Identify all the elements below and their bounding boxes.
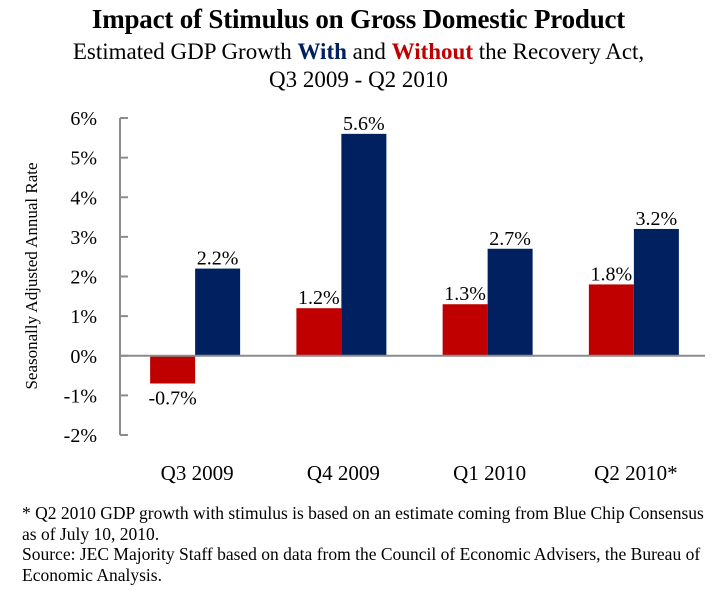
bar-without-stimulus	[588, 284, 634, 356]
bar-without-stimulus	[442, 304, 488, 356]
x-category-label: Q3 2009	[161, 461, 234, 485]
bar-with-stimulus	[195, 268, 241, 356]
x-category-label: Q1 2010	[453, 461, 526, 485]
data-label: 2.7%	[489, 228, 531, 250]
y-axis-title: Seasonally Adjusted Annual Rate	[22, 162, 41, 389]
y-tick-label: 5%	[70, 148, 97, 170]
y-tick-label: 0%	[70, 346, 97, 368]
footnote: * Q2 2010 GDP growth with stimulus is ba…	[22, 503, 704, 544]
subtitle-text: Estimated GDP Growth	[72, 39, 298, 64]
subtitle-text: and	[346, 39, 392, 64]
bar-with-stimulus	[487, 248, 533, 356]
data-label: 2.2%	[197, 248, 239, 270]
y-tick-label: -2%	[64, 425, 97, 447]
data-label: 1.2%	[298, 287, 340, 309]
y-tick-label: 4%	[70, 187, 97, 209]
x-category-label: Q4 2009	[307, 461, 380, 485]
data-label: -0.7%	[148, 387, 196, 409]
chart-subtitle: Estimated GDP Growth With and Without th…	[0, 38, 717, 94]
data-label: 1.3%	[444, 283, 486, 305]
subtitle-date-range: Q3 2009 - Q2 2010	[269, 67, 448, 92]
bar-with-stimulus	[633, 228, 679, 356]
y-tick-label: 6%	[70, 108, 97, 130]
y-tick-label: -1%	[64, 385, 97, 407]
chart-title: Impact of Stimulus on Gross Domestic Pro…	[91, 4, 626, 34]
subtitle-with: With	[297, 39, 347, 64]
subtitle-text: the Recovery Act,	[473, 39, 645, 64]
y-tick-label: 1%	[70, 306, 97, 328]
chart-notes: * Q2 2010 GDP growth with stimulus is ba…	[22, 503, 712, 585]
bar-without-stimulus	[296, 308, 342, 356]
data-label: 5.6%	[343, 113, 385, 135]
y-tick-label: 3%	[70, 227, 97, 249]
y-tick-label: 2%	[70, 267, 97, 289]
x-category-label: Q2 2010*	[594, 461, 677, 485]
source-note: Source: JEC Majority Staff based on data…	[22, 544, 701, 585]
bar-with-stimulus	[341, 133, 387, 356]
subtitle-without: Without	[391, 39, 474, 64]
bar-without-stimulus	[150, 355, 196, 384]
data-label: 3.2%	[636, 208, 678, 230]
data-label: 1.8%	[591, 263, 633, 285]
